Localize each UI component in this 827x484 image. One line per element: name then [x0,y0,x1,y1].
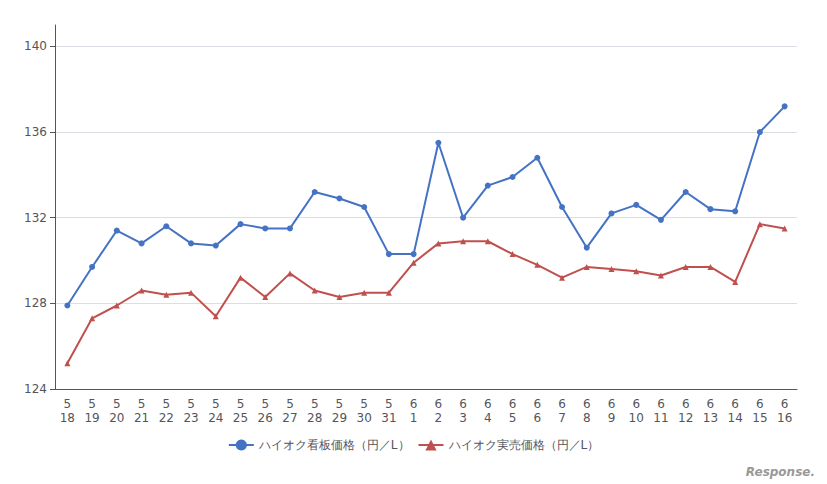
svg-text:124: 124 [24,382,47,396]
svg-text:21: 21 [134,411,149,425]
svg-text:6: 6 [484,397,492,411]
svg-text:132: 132 [24,211,47,225]
svg-text:26: 26 [258,411,273,425]
svg-text:5: 5 [360,397,368,411]
svg-text:6: 6 [583,397,591,411]
svg-text:20: 20 [109,411,124,425]
svg-text:ハイオク実売価格（円／L）: ハイオク実売価格（円／L） [448,438,600,452]
svg-text:6: 6 [682,397,690,411]
svg-text:6: 6 [608,397,616,411]
svg-text:16: 16 [777,411,792,425]
svg-text:5: 5 [187,397,195,411]
svg-text:5: 5 [113,397,121,411]
svg-text:18: 18 [60,411,75,425]
svg-text:4: 4 [484,411,492,425]
svg-text:6: 6 [731,397,739,411]
svg-text:27: 27 [282,411,297,425]
svg-text:5: 5 [64,397,72,411]
svg-text:6: 6 [435,397,443,411]
svg-text:5: 5 [311,397,319,411]
svg-text:Response.: Response. [746,465,815,479]
svg-text:13: 13 [703,411,718,425]
svg-text:5: 5 [385,397,393,411]
svg-text:3: 3 [459,411,467,425]
svg-text:2: 2 [435,411,443,425]
svg-text:5: 5 [212,397,220,411]
svg-text:1: 1 [410,411,418,425]
svg-text:6: 6 [558,397,566,411]
svg-text:6: 6 [410,397,418,411]
svg-text:6: 6 [657,397,665,411]
svg-text:6: 6 [781,397,789,411]
svg-text:7: 7 [558,411,566,425]
svg-text:31: 31 [381,411,396,425]
svg-text:5: 5 [261,397,269,411]
svg-text:22: 22 [159,411,174,425]
svg-text:28: 28 [307,411,322,425]
svg-text:29: 29 [332,411,347,425]
svg-text:9: 9 [608,411,616,425]
svg-text:23: 23 [183,411,198,425]
svg-text:30: 30 [357,411,372,425]
svg-text:6: 6 [756,397,764,411]
svg-text:5: 5 [286,397,294,411]
svg-text:25: 25 [233,411,248,425]
svg-text:12: 12 [678,411,693,425]
svg-text:6: 6 [509,397,517,411]
svg-text:15: 15 [752,411,767,425]
svg-text:6: 6 [632,397,640,411]
svg-text:10: 10 [629,411,644,425]
svg-text:8: 8 [583,411,591,425]
svg-text:136: 136 [24,125,47,139]
svg-text:5: 5 [138,397,146,411]
svg-text:5: 5 [237,397,245,411]
svg-text:128: 128 [24,296,47,310]
svg-text:6: 6 [533,411,541,425]
svg-text:14: 14 [728,411,743,425]
svg-text:6: 6 [533,397,541,411]
svg-text:6: 6 [459,397,467,411]
svg-text:5: 5 [162,397,170,411]
svg-text:5: 5 [509,411,517,425]
svg-text:ハイオク看板価格（円／L）: ハイオク看板価格（円／L） [258,438,410,452]
svg-text:24: 24 [208,411,223,425]
svg-text:5: 5 [336,397,344,411]
svg-text:19: 19 [84,411,99,425]
svg-text:6: 6 [707,397,715,411]
svg-text:140: 140 [24,39,47,53]
svg-text:5: 5 [88,397,96,411]
svg-text:11: 11 [653,411,668,425]
